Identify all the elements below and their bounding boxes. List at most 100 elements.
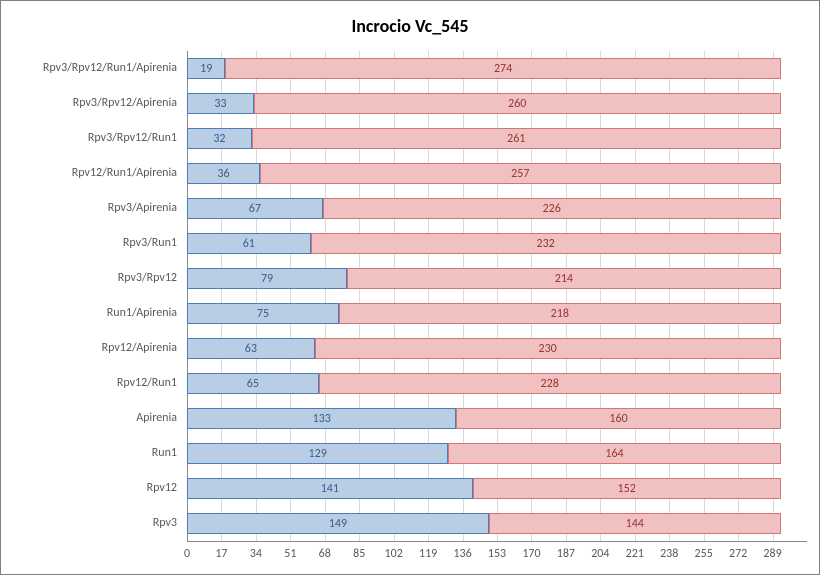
x-axis-label: 255 bbox=[695, 547, 713, 561]
bar-row: 33 260 bbox=[187, 93, 807, 114]
y-axis-label: Rpv3/Rpv12/Apirenia bbox=[73, 96, 177, 110]
bar-value-label: 33 bbox=[214, 97, 226, 111]
x-axis-label: 136 bbox=[453, 547, 471, 561]
bar-segment: 160 bbox=[456, 408, 780, 429]
y-axis-label: Rpv3/Rpv12/Run1/Apirenia bbox=[43, 61, 177, 75]
bar-row: 67 226 bbox=[187, 198, 807, 219]
chart-frame: Incrocio Vc_545 19 274 33 260 32 261 36 257 67 22… bbox=[0, 0, 820, 575]
gridline bbox=[359, 51, 360, 541]
gridline bbox=[221, 51, 222, 541]
bar-value-label: 133 bbox=[313, 412, 331, 426]
bar-segment: 218 bbox=[339, 303, 781, 324]
bar-value-label: 274 bbox=[494, 62, 512, 76]
x-axis-label: 0 bbox=[184, 547, 190, 561]
gridline bbox=[738, 51, 739, 541]
bar-segment: 214 bbox=[347, 268, 781, 289]
y-axis-label: Rpv3/Run1 bbox=[123, 236, 177, 250]
bar-segment: 61 bbox=[187, 233, 311, 254]
bar-value-label: 65 bbox=[247, 377, 259, 391]
bar-value-label: 260 bbox=[508, 97, 526, 111]
gridline bbox=[566, 51, 567, 541]
bar-segment: 79 bbox=[187, 268, 347, 289]
gridline bbox=[773, 51, 774, 541]
bar-row: 75 218 bbox=[187, 303, 807, 324]
x-axis-label: 170 bbox=[522, 547, 540, 561]
bar-segment: 36 bbox=[187, 163, 260, 184]
bar-segment: 67 bbox=[187, 198, 323, 219]
gridline bbox=[531, 51, 532, 541]
bar-value-label: 61 bbox=[243, 237, 255, 251]
bar-row: 65 228 bbox=[187, 373, 807, 394]
x-axis-label: 272 bbox=[729, 547, 747, 561]
bar-segment: 152 bbox=[473, 478, 781, 499]
bar-segment: 228 bbox=[319, 373, 781, 394]
bar-value-label: 228 bbox=[541, 377, 559, 391]
bar-row: 129 164 bbox=[187, 443, 807, 464]
y-axis-label: Rpv12/Run1/Apirenia bbox=[72, 166, 177, 180]
y-axis-label: Rpv3 bbox=[153, 516, 177, 530]
bar-row: 32 261 bbox=[187, 128, 807, 149]
gridline bbox=[704, 51, 705, 541]
y-axis-label: Run1 bbox=[152, 446, 177, 460]
gridline bbox=[428, 51, 429, 541]
bar-value-label: 218 bbox=[551, 307, 569, 321]
bar-segment: 257 bbox=[260, 163, 781, 184]
bar-value-label: 79 bbox=[261, 272, 273, 286]
gridline bbox=[600, 51, 601, 541]
y-axis-label: Rpv12/Run1 bbox=[117, 376, 177, 390]
bar-value-label: 164 bbox=[605, 447, 623, 461]
gridline bbox=[187, 51, 188, 541]
bar-value-label: 19 bbox=[200, 62, 212, 76]
bar-value-label: 232 bbox=[537, 237, 555, 251]
bar-value-label: 129 bbox=[309, 447, 327, 461]
x-axis-label: 102 bbox=[385, 547, 403, 561]
bar-segment: 65 bbox=[187, 373, 319, 394]
x-axis-label: 34 bbox=[250, 547, 262, 561]
x-axis-label: 68 bbox=[319, 547, 331, 561]
bar-row: 61 232 bbox=[187, 233, 807, 254]
bar-row: 36 257 bbox=[187, 163, 807, 184]
y-axis-label: Run1/Apirenia bbox=[107, 306, 177, 320]
gridline bbox=[669, 51, 670, 541]
chart-title: Incrocio Vc_545 bbox=[1, 15, 819, 37]
y-axis-label: Rpv12 bbox=[147, 481, 177, 495]
bar-row: 149 144 bbox=[187, 513, 807, 534]
x-axis-label: 221 bbox=[626, 547, 644, 561]
bar-segment: 129 bbox=[187, 443, 448, 464]
x-axis-label: 289 bbox=[763, 547, 781, 561]
bar-segment: 75 bbox=[187, 303, 339, 324]
y-axis-label: Rpv3/Apirenia bbox=[108, 201, 177, 215]
gridline bbox=[290, 51, 291, 541]
bar-value-label: 36 bbox=[217, 167, 229, 181]
x-axis-label: 85 bbox=[353, 547, 365, 561]
bar-value-label: 32 bbox=[213, 132, 225, 146]
bar-value-label: 141 bbox=[321, 482, 339, 496]
bar-row: 19 274 bbox=[187, 58, 807, 79]
bar-value-label: 75 bbox=[257, 307, 269, 321]
gridline bbox=[635, 51, 636, 541]
x-axis-label: 51 bbox=[284, 547, 296, 561]
bar-value-label: 149 bbox=[329, 517, 347, 531]
gridline bbox=[325, 51, 326, 541]
bar-segment: 261 bbox=[252, 128, 781, 149]
x-axis-label: 204 bbox=[591, 547, 609, 561]
gridline bbox=[497, 51, 498, 541]
bar-segment: 32 bbox=[187, 128, 252, 149]
bar-segment: 144 bbox=[489, 513, 781, 534]
y-axis-label: Apirenia bbox=[136, 411, 177, 425]
bar-value-label: 160 bbox=[609, 412, 627, 426]
bar-segment: 141 bbox=[187, 478, 473, 499]
x-axis-label: 238 bbox=[660, 547, 678, 561]
bar-value-label: 230 bbox=[539, 342, 557, 356]
gridline bbox=[256, 51, 257, 541]
bar-value-label: 226 bbox=[543, 202, 561, 216]
bar-segment: 63 bbox=[187, 338, 315, 359]
bar-segment: 230 bbox=[315, 338, 781, 359]
bar-segment: 260 bbox=[254, 93, 781, 114]
bar-segment: 226 bbox=[323, 198, 781, 219]
bar-row: 79 214 bbox=[187, 268, 807, 289]
bar-segment: 274 bbox=[225, 58, 780, 79]
gridline bbox=[463, 51, 464, 541]
bar-value-label: 67 bbox=[249, 202, 261, 216]
bar-value-label: 63 bbox=[245, 342, 257, 356]
